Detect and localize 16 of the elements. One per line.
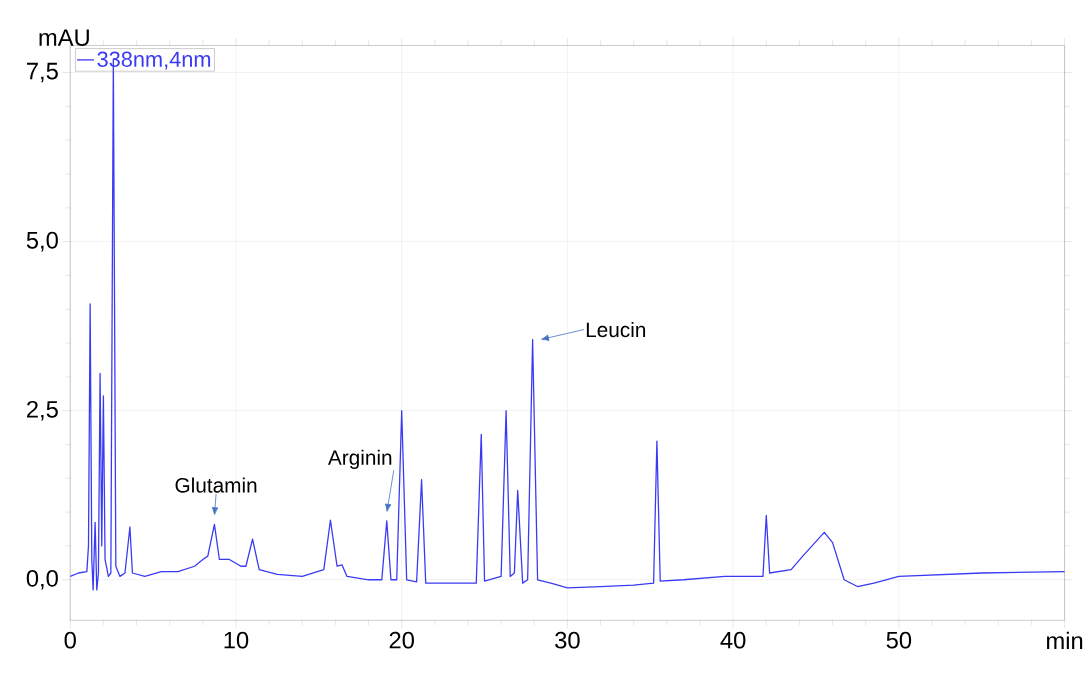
x-tick-label: 30 (555, 631, 580, 649)
x-tick-label: 0 (64, 631, 76, 649)
annotation: Leucin (586, 322, 646, 338)
x-tick-label: 50 (886, 631, 912, 649)
y-tick-label: 0,0 (26, 570, 58, 590)
annotation: Glutamin (175, 477, 257, 493)
y-tick-label: 7,5 (27, 62, 58, 83)
y-axis-title: mAU (39, 29, 89, 47)
y-tick-label: 5,0 (26, 231, 58, 252)
x-tick-label: 10 (224, 631, 249, 649)
x-tick-label: min (1047, 631, 1083, 650)
y-tick-label: 2,5 (27, 401, 58, 421)
x-tick-label: 40 (720, 631, 746, 649)
legend-label: 338nm,4nm (97, 51, 211, 70)
annotation: Arginin (327, 449, 392, 470)
x-tick-label: 20 (389, 631, 414, 649)
